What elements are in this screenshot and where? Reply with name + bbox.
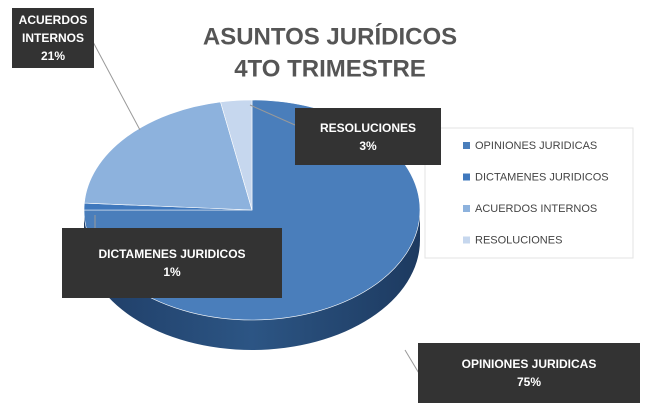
slice-side	[84, 210, 420, 350]
slice	[84, 101, 253, 211]
legend-label: RESOLUCIONES	[475, 234, 562, 246]
legend-swatch	[463, 142, 470, 149]
legend-label: DICTAMENES JURIDICOS	[475, 171, 609, 183]
legend-box	[424, 127, 634, 259]
leader-line	[249, 104, 296, 126]
legend-swatch	[463, 205, 470, 212]
chart-subtitle: 4TO TRIMESTRE	[234, 55, 426, 82]
legend-label: ACUERDOS INTERNOS	[475, 203, 597, 215]
legend-label: OPINIONES JURIDICAS	[475, 140, 597, 152]
data-label: RESOLUCIONES 3%	[295, 108, 441, 165]
data-label: DICTAMENES JURIDICOS 1%	[62, 228, 282, 298]
data-label-text: ACUERDOS INTERNOS	[18, 13, 88, 45]
data-label-text: 3%	[359, 138, 377, 153]
legend-swatch	[463, 236, 470, 244]
data-label-text: 21%	[40, 49, 66, 63]
legend-swatch	[463, 173, 470, 181]
data-label: ACUERDOS INTERNOS 21%	[12, 8, 94, 68]
chart-title: ASUNTOS JURÍDICOS	[203, 22, 457, 50]
data-label: OPINIONES JURIDICAS 75%	[418, 343, 640, 403]
data-label-text: DICTAMENES JURIDICOS	[98, 247, 246, 261]
slice	[220, 99, 253, 211]
data-label-text: RESOLUCIONES	[319, 120, 416, 135]
leader-line	[91, 39, 141, 131]
data-label-text: 75%	[516, 375, 542, 389]
data-label-text: 1%	[163, 265, 181, 279]
data-label-text: OPINIONES JURIDICAS	[461, 357, 597, 371]
leader-line	[404, 349, 421, 376]
